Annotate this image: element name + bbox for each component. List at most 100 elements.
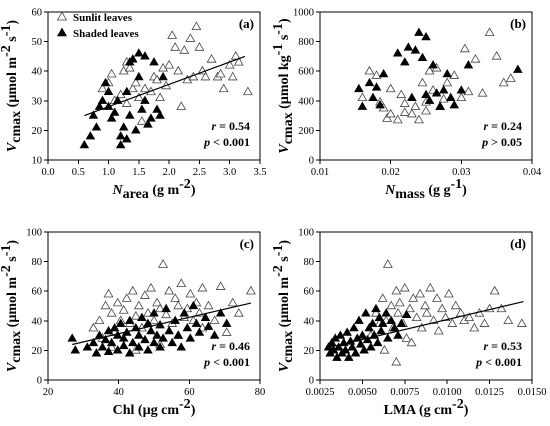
data-point [133,300,144,310]
data-point [88,322,99,332]
data-point [200,71,211,81]
data-point [408,293,419,302]
y-tick-label: 60 [32,287,43,298]
data-point [242,86,253,96]
data-point [158,333,168,342]
series-shaded [67,300,232,357]
data-point [401,333,412,342]
x-tick-label: 0.5 [72,167,85,178]
y-axis-label-symbol: V [277,143,292,154]
data-point [377,318,388,327]
x-axis-label-text: Chl (µg cm [113,403,180,418]
data-point [185,33,196,42]
data-point [137,312,147,321]
data-point [106,113,117,122]
data-point [357,92,368,102]
y-axis-label-superscript: -2 [0,265,14,277]
x-tick-label: 0.0050 [348,387,377,398]
data-point [134,342,144,351]
data-point [200,312,211,321]
x-tick-label: 0.04 [523,167,542,178]
data-point [413,114,424,124]
data-point [146,325,156,335]
x-axis-label-superscript: -2 [452,397,464,412]
data-point [146,282,156,292]
x-tick-label: 1.5 [132,167,145,178]
x-axis-label-close: ) [191,403,196,418]
y-axis-label-superscript: -1 [0,245,14,257]
data-point [442,77,453,87]
x-axis-label-subscript: mass [395,187,425,202]
data-point [245,285,256,295]
plot-frame [47,11,261,161]
stat-r: r = 0.24 [483,119,522,133]
data-point [106,68,117,78]
data-point [176,342,187,351]
x-tick-label: 0.03 [452,167,470,178]
data-point [209,315,220,325]
data-point [118,122,129,131]
stat-p: p < 0.001 [203,135,250,149]
data-point [417,52,428,61]
data-point [364,323,374,332]
data-point [361,308,371,317]
legend-shaded-marker [56,27,68,37]
data-point [103,288,114,298]
x-axis-label-symbol: N [112,183,124,198]
data-point [121,98,132,107]
data-point [400,57,410,66]
y-tick-label: 20 [32,126,43,137]
y-tick-label: 40 [304,316,315,327]
data-point [442,68,452,78]
data-point [233,56,244,66]
data-point [67,333,77,342]
data-point [182,323,193,332]
data-point [167,337,177,347]
y-axis-label: Vcmax (µmol m-2 s-1) [0,20,24,152]
data-point [371,308,381,317]
data-point [158,259,169,268]
data-point [124,62,135,72]
data-point [155,342,165,351]
y-axis-label-symbol: V [5,141,20,152]
data-point [191,21,202,31]
data-point [140,51,150,60]
plot-frame [319,231,533,381]
x-tick-label: 0.0100 [433,387,462,398]
x-tick-label: 80 [255,387,266,398]
data-point [70,345,81,354]
data-point [464,312,475,322]
x-axis-label-close: ) [191,183,196,198]
data-point [197,282,208,292]
x-tick-label: 3.5 [253,167,266,178]
data-point [100,77,111,87]
data-point [149,315,159,325]
x-tick-label: 2.5 [193,167,206,178]
x-axis-label-close: ) [464,403,469,418]
data-point [121,86,132,96]
x-tick-label: 20 [43,387,54,398]
data-point [385,83,396,93]
legend: Sunlit leaves Shaded leaves [56,11,139,40]
data-point [393,330,403,339]
data-point [161,309,172,319]
y-axis-label-superscript: -2 [271,265,286,277]
data-point [233,308,244,317]
data-point [386,300,397,310]
data-point [133,92,144,102]
x-tick-label: 0.0 [41,167,54,178]
y-tick-label: 80 [32,257,43,268]
data-point [410,101,421,110]
data-point [406,337,417,347]
x-axis-label-unit: (g m [149,183,180,198]
data-point [127,285,138,295]
y-tick-label: 1000 [293,8,314,19]
y-axis-label-close: ) [5,240,20,245]
data-point [143,119,153,128]
y-axis-label-subscript: cmax [281,112,296,144]
data-point [203,300,214,310]
data-point [357,101,368,110]
panel-label: (d) [510,236,526,251]
data-point [424,65,435,75]
